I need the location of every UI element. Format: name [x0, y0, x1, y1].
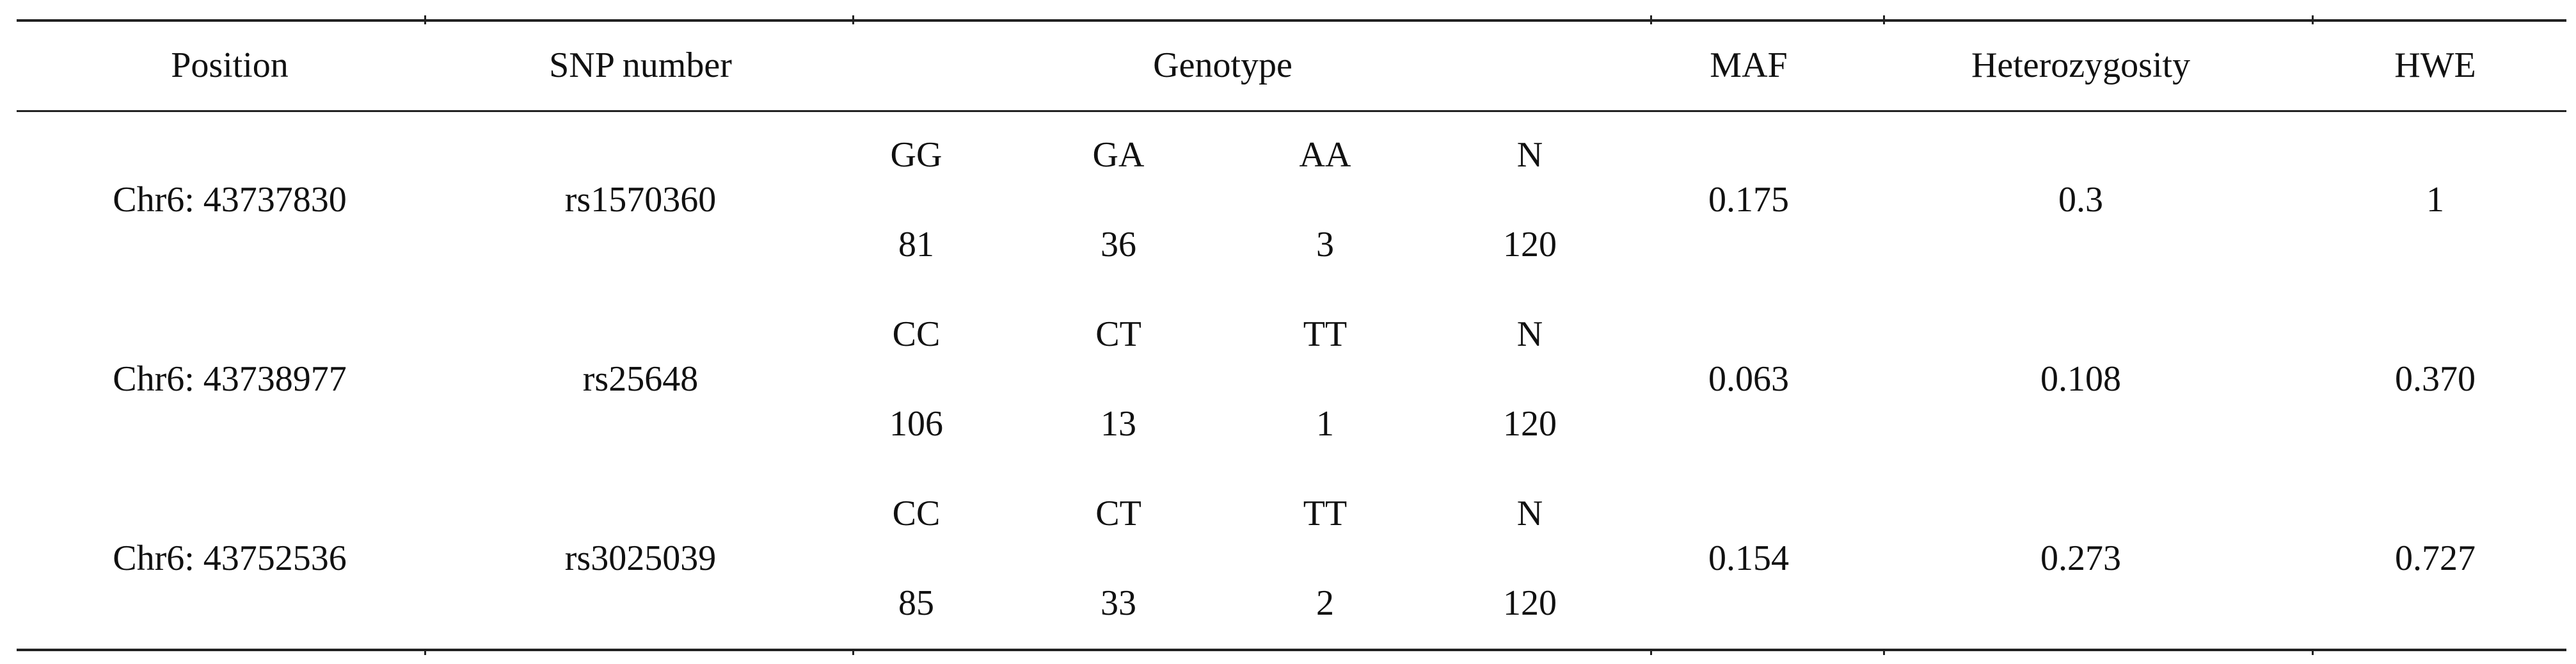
- column-tick: [1883, 649, 1885, 655]
- column-tick: [852, 15, 854, 24]
- row-maf: 0.175: [1708, 180, 1789, 220]
- table-bottom-rule: [17, 649, 2566, 655]
- genotype-count: 85: [898, 583, 934, 623]
- genotype-label: TT: [1303, 314, 1348, 354]
- column-tick: [1883, 15, 1885, 24]
- row-hwe: 0.370: [2395, 359, 2476, 399]
- header-rule: [17, 110, 2566, 112]
- genotype-count: 81: [898, 225, 934, 264]
- genotype-count: 120: [1503, 404, 1557, 444]
- genotype-count: 33: [1101, 583, 1136, 623]
- row-maf: 0.063: [1708, 359, 1789, 399]
- genotype-label: CT: [1095, 494, 1141, 533]
- genotype-count: 3: [1316, 225, 1334, 264]
- header-position: Position: [171, 45, 289, 85]
- row-position: Chr6: 43752536: [113, 538, 347, 578]
- genotype-label: CT: [1095, 314, 1141, 354]
- header-snp-number: SNP number: [549, 45, 732, 85]
- genotype-label: GA: [1092, 135, 1145, 175]
- row-heterozygosity: 0.108: [2040, 359, 2121, 399]
- genotype-count: 2: [1316, 583, 1334, 623]
- column-tick: [2312, 649, 2314, 655]
- genotype-label: CC: [892, 314, 941, 354]
- genotype-label: N: [1516, 314, 1543, 354]
- row-position: Chr6: 43737830: [113, 180, 347, 220]
- column-tick: [424, 649, 426, 655]
- row-hwe: 0.727: [2395, 538, 2476, 578]
- column-tick: [424, 15, 426, 24]
- snp-table: Position SNP number Genotype MAF Heteroz…: [17, 15, 2566, 655]
- row-maf: 0.154: [1708, 538, 1789, 578]
- row-snp-number: rs3025039: [564, 538, 717, 578]
- column-tick: [852, 649, 854, 655]
- genotype-count: 120: [1503, 583, 1557, 623]
- row-heterozygosity: 0.3: [2058, 180, 2103, 220]
- row-snp-number: rs25648: [582, 359, 699, 399]
- row-position: Chr6: 43738977: [113, 359, 347, 399]
- genotype-label: CC: [892, 494, 941, 533]
- header-genotype: Genotype: [1153, 45, 1292, 85]
- genotype-label: N: [1516, 494, 1543, 533]
- genotype-count: 120: [1503, 225, 1557, 264]
- genotype-label: N: [1516, 135, 1543, 175]
- genotype-count: 13: [1101, 404, 1136, 444]
- row-hwe: 1: [2426, 180, 2444, 220]
- genotype-count: 106: [889, 404, 943, 444]
- genotype-label: AA: [1299, 135, 1351, 175]
- column-tick: [1650, 15, 1652, 24]
- genotype-label: TT: [1303, 494, 1348, 533]
- genotype-label: GG: [890, 135, 942, 175]
- column-tick: [1650, 649, 1652, 655]
- genotype-count: 36: [1101, 225, 1136, 264]
- header-maf: MAF: [1710, 45, 1788, 85]
- header-hwe: HWE: [2394, 45, 2476, 85]
- row-heterozygosity: 0.273: [2040, 538, 2121, 578]
- genotype-count: 1: [1316, 404, 1334, 444]
- header-heterozygosity: Heterozygosity: [1971, 45, 2191, 85]
- column-tick: [2312, 15, 2314, 24]
- table-top-rule: [17, 15, 2566, 24]
- row-snp-number: rs1570360: [564, 180, 717, 220]
